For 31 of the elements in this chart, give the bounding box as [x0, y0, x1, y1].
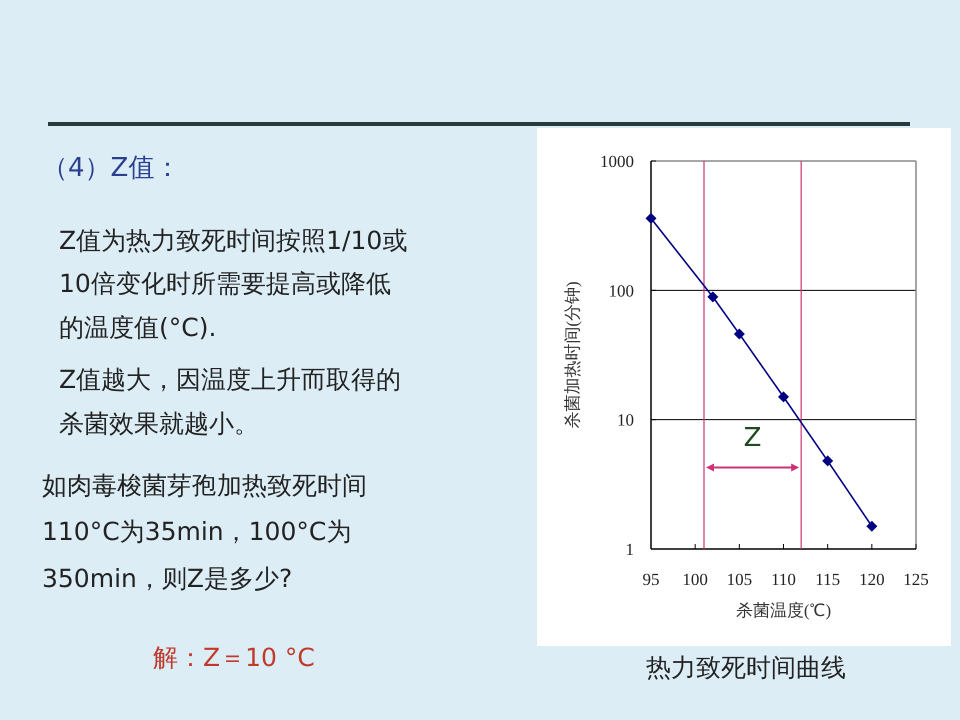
x-tick-label: 110 — [771, 570, 796, 589]
x-tick-label: 115 — [815, 570, 840, 589]
y-tick-label: 100 — [608, 281, 634, 300]
x-tick-label: 95 — [642, 570, 660, 589]
text: 10倍变化时所需要提高或降低 — [59, 269, 391, 298]
point — [707, 291, 718, 302]
y-tick-label: 10 — [617, 410, 634, 430]
x-tick-label: 120 — [859, 570, 885, 589]
y-axis-title: 杀菌加热时间(分钟) — [563, 281, 582, 429]
text: 110°C为35min，100°C为 — [42, 517, 352, 546]
text: 热力致死时间曲线 — [646, 653, 846, 682]
point — [646, 212, 656, 224]
text: 杀菌效果就越小。 — [59, 409, 259, 438]
text: 350min，则Z是多少? — [42, 564, 292, 593]
text: Z值为热力致死时间按照1/10或 — [59, 226, 408, 255]
x-tick-label: 100 — [682, 570, 708, 589]
x-axis-title: 杀菌温度(℃) — [736, 601, 832, 620]
point — [734, 328, 745, 340]
text: 如肉毒梭菌芽孢加热致死时间 — [42, 471, 367, 500]
text: Z值越大，因温度上升而取得的 — [59, 365, 402, 394]
text: （4）Z值： — [42, 153, 180, 183]
y-tick-label: 1000 — [600, 152, 634, 171]
text: 解：Z＝10 °C — [153, 643, 315, 672]
x-tick-label: 105 — [726, 570, 752, 589]
x-tick-label: 125 — [903, 570, 929, 589]
point — [778, 391, 789, 402]
point — [866, 520, 878, 532]
text: 的温度值(°C). — [59, 313, 216, 342]
y-tick-label: 1 — [626, 540, 634, 559]
annotation: Z — [744, 423, 762, 454]
point — [822, 455, 834, 466]
